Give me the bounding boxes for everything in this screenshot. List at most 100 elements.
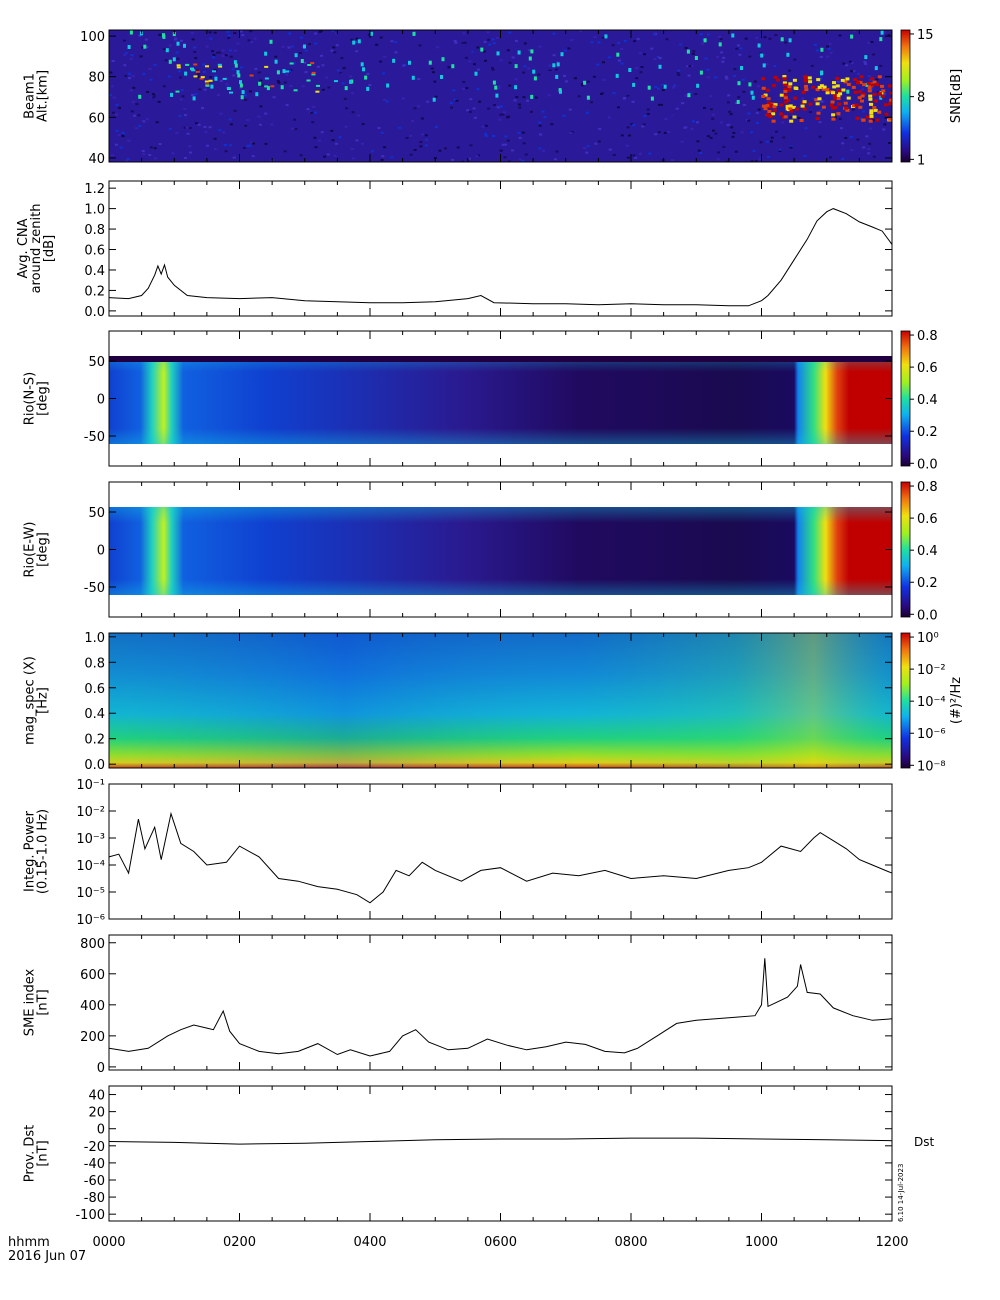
speckle (409, 153, 413, 156)
speckle-echo (880, 94, 885, 98)
speckle (867, 41, 871, 44)
speckle (687, 74, 691, 77)
speckle (550, 123, 554, 126)
speckle-hot (255, 92, 259, 97)
speckle (461, 160, 465, 162)
speckle (351, 157, 355, 160)
speckle-echo (808, 80, 813, 84)
speckle (386, 116, 390, 119)
speckle (737, 37, 741, 40)
speckle-hot (392, 58, 396, 63)
speckle (181, 95, 185, 98)
speckle (630, 123, 634, 125)
speckle-echo (833, 106, 838, 110)
speckle (819, 109, 823, 112)
speckle (228, 49, 232, 52)
speckle (526, 130, 530, 132)
speckle (597, 41, 601, 44)
speckle (498, 88, 502, 91)
speckle (770, 136, 774, 139)
speckle (538, 124, 542, 127)
speckle (709, 136, 713, 139)
speckle (499, 113, 503, 116)
speckle-echo (845, 77, 850, 81)
speckle (793, 58, 797, 61)
speckle (119, 146, 123, 149)
speckle (197, 73, 201, 76)
speckle (706, 68, 710, 71)
speckle-hot (237, 73, 241, 78)
speckle (236, 138, 240, 141)
speckle (608, 56, 612, 59)
speckle-hot (736, 100, 740, 104)
speckle (554, 68, 558, 71)
speckle (642, 137, 645, 140)
speckle-echo (264, 77, 269, 80)
speckle-echo (763, 93, 768, 97)
speckle (173, 39, 177, 41)
speckle (343, 97, 347, 100)
colorbar-tick-label: 0.0 (917, 608, 938, 623)
speckle (174, 37, 178, 40)
speckle-echo (802, 107, 807, 111)
speckle (129, 89, 133, 92)
speckle (742, 104, 746, 106)
speckle (883, 123, 887, 126)
speckle (653, 58, 657, 61)
speckle (553, 158, 557, 161)
speckle-echo (843, 80, 848, 84)
speckle (290, 45, 294, 48)
speckle (626, 144, 629, 147)
speckle-hot (241, 90, 245, 95)
speckle (425, 138, 428, 141)
speckle (204, 130, 208, 133)
ytick-label: 60 (88, 111, 105, 126)
speckle-hot (282, 69, 286, 74)
speckle (124, 74, 128, 77)
speckle (818, 99, 822, 102)
speckle (183, 107, 187, 110)
speckle (221, 62, 225, 65)
speckle (183, 126, 187, 129)
speckle (381, 155, 385, 158)
speckle (314, 111, 318, 114)
speckle-echo (788, 106, 793, 110)
speckle (808, 111, 812, 114)
speckle (335, 44, 339, 47)
speckle (680, 140, 684, 143)
speckle (139, 55, 143, 58)
speckle-echo (883, 103, 888, 107)
speckle (467, 157, 471, 160)
speckle (841, 158, 845, 160)
speckle (850, 70, 854, 73)
speckle (337, 69, 340, 72)
speckle-hot (239, 80, 242, 85)
speckle-echo (831, 91, 835, 95)
speckle-echo (852, 104, 856, 108)
speckle-hot (440, 75, 443, 79)
speckle (684, 47, 688, 49)
speckle (517, 131, 521, 134)
speckle-hot (162, 34, 166, 39)
speckle (473, 116, 477, 119)
speckle (567, 47, 571, 50)
y-axis-label: Rio(E-W) (23, 522, 38, 578)
speckle (203, 88, 207, 91)
speckle (689, 90, 693, 93)
speckle (518, 158, 522, 161)
speckle (232, 74, 236, 77)
speckle (543, 116, 547, 119)
speckle (180, 39, 183, 42)
speckle-hot (129, 30, 133, 35)
colorbar-tick-label: 0.6 (917, 361, 938, 376)
speckle (500, 105, 503, 108)
speckle (153, 63, 157, 66)
speckle (514, 78, 518, 81)
rio-ns-colorbar (900, 330, 911, 467)
speckle (590, 41, 594, 44)
speckle (545, 39, 549, 42)
speckle (213, 137, 217, 140)
speckle-echo (875, 118, 880, 122)
speckle (812, 97, 816, 100)
speckle-hot (604, 34, 608, 39)
